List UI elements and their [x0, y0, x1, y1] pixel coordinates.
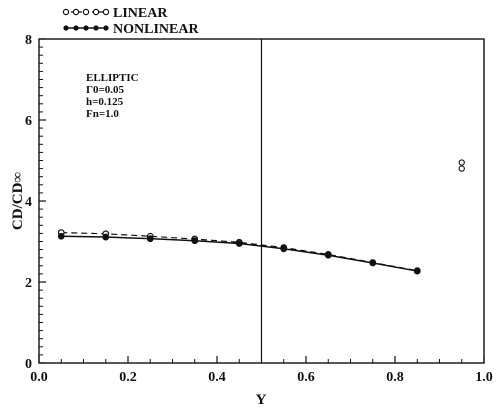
annotation-line: h=0.125: [86, 96, 124, 108]
legend-label-linear: LINEAR: [113, 6, 168, 21]
point-nonlinear: [324, 251, 332, 259]
y-tick-label: 0: [25, 357, 32, 372]
axis-ticks: 0.0 0.2 0.4 0.6 0.8 1.0 0 2 4 6 8: [25, 33, 493, 385]
series-line-linear: [61, 231, 418, 272]
point-nonlinear: [57, 232, 65, 240]
point-nonlinear: [146, 235, 154, 243]
legend: LINEAR NONLINEAR: [62, 6, 199, 37]
legend-item-nonlinear: NONLINEAR: [63, 22, 199, 37]
series-layer: [57, 159, 465, 275]
point-nonlinear: [102, 233, 110, 241]
x-tick-label: 0.8: [386, 370, 404, 385]
y-axis-title: CD/CD∞: [10, 172, 26, 230]
legend-label-nonlinear: NONLINEAR: [113, 22, 199, 37]
x-tick-label: 0.2: [119, 370, 137, 385]
y-tick-label: 4: [25, 195, 32, 210]
point-nonlinear: [280, 245, 288, 253]
x-tick-label: 0.6: [297, 370, 315, 385]
x-tick-label: 0.4: [208, 370, 226, 385]
y-tick-label: 8: [25, 33, 32, 48]
annotation-line: Γ0=0.05: [86, 84, 125, 96]
annotation-line: Fn=1.0: [86, 108, 119, 120]
point-nonlinear: [235, 240, 243, 247]
y-tick-label: 6: [25, 114, 32, 129]
point-nonlinear: [413, 267, 421, 275]
stray-point: [458, 165, 465, 172]
stray-point: [458, 159, 465, 166]
y-tick-label: 2: [25, 276, 32, 291]
x-axis-title: Y: [256, 392, 267, 408]
point-nonlinear: [369, 259, 377, 267]
legend-item-linear: LINEAR: [62, 6, 168, 21]
annotation-block: ELLIPTIC Γ0=0.05 h=0.125 Fn=1.0: [86, 72, 139, 120]
x-tick-label: 1.0: [475, 370, 493, 385]
x-tick-label: 0.0: [30, 370, 48, 385]
point-nonlinear: [191, 237, 199, 245]
annotation-line: ELLIPTIC: [86, 72, 139, 84]
